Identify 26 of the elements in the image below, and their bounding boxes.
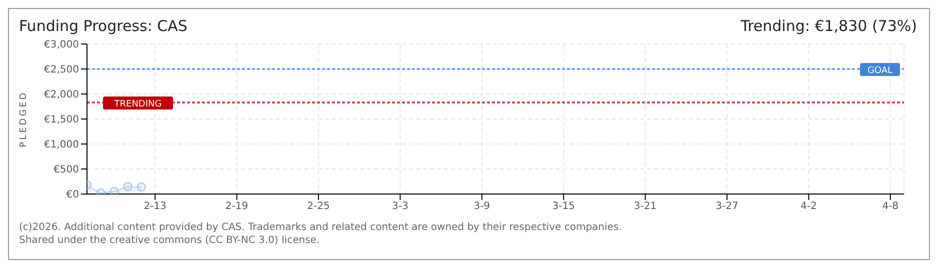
x-tick-label: 4-8	[882, 201, 899, 212]
ref-line-label: GOAL	[867, 66, 893, 76]
y-tick-label: €2,000	[44, 90, 79, 101]
x-tick-label: 4-2	[800, 201, 817, 212]
ref-line-label: TRENDING	[113, 100, 162, 110]
y-tick-label: €3,000	[44, 40, 79, 51]
chart-title: Funding Progress: CAS	[19, 17, 188, 35]
x-tick-label: 2-25	[307, 201, 330, 212]
y-tick-label: €0	[66, 190, 79, 201]
text: Shared under the creative commons (CC BY-NC 3.0) license.	[19, 234, 321, 247]
y-tick-label: €500	[54, 164, 79, 176]
label-tag: GOAL	[860, 63, 900, 76]
y-tick-label: €1,000	[44, 140, 79, 151]
x-tick-label: 3-15	[552, 201, 575, 212]
label-tag: TRENDING	[103, 96, 173, 110]
x-tick-label: 3-21	[634, 201, 657, 212]
x-tick-label: 2-19	[225, 201, 248, 212]
y-axis-title: PLEDGED	[19, 90, 30, 148]
text: (c)2026. Additional content provided by CAS. Trademarks and related content are owned by their respective companies.	[19, 221, 622, 234]
x-tick-label: 3-9	[474, 201, 490, 212]
y-tick-label: €1,500	[44, 114, 79, 126]
y-tick-label: €2,500	[44, 64, 79, 76]
x-tick-label: 2-13	[144, 201, 166, 212]
chart-subtitle: Trending: €1,830 (73%)	[740, 17, 917, 35]
x-tick-label: 3-27	[716, 201, 738, 212]
x-tick-label: 3-3	[392, 201, 408, 212]
